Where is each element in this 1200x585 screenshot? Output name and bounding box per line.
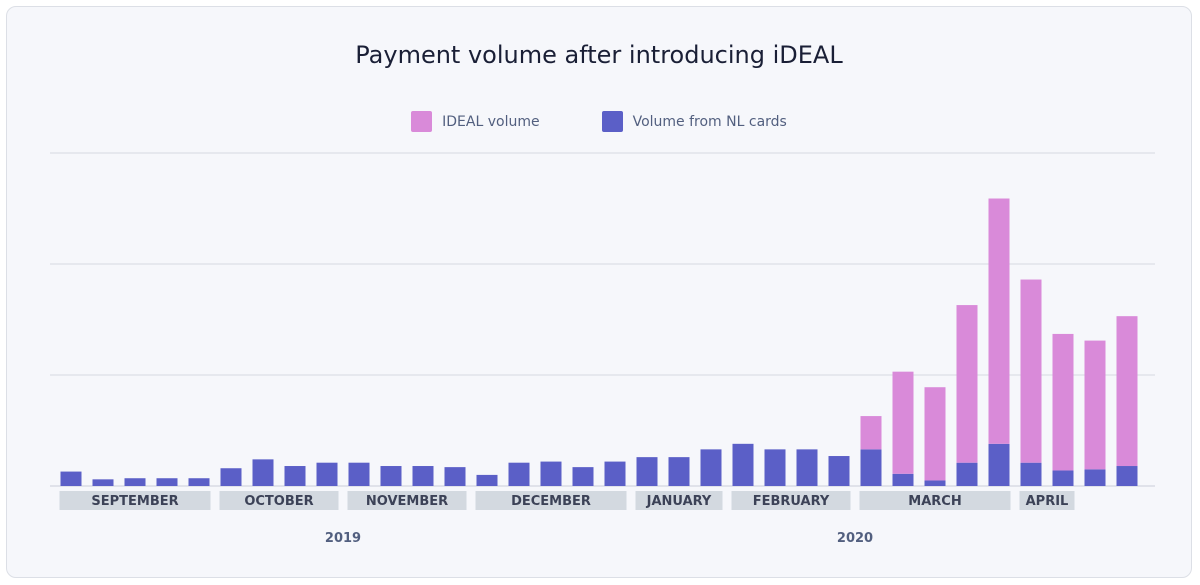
bar-nl-cards (540, 461, 562, 486)
legend-item-nl-cards: Volume from NL cards (601, 111, 787, 132)
month-label: MARCH (908, 494, 961, 509)
bar-nl-cards (1084, 469, 1106, 486)
month-band (347, 491, 467, 510)
bar-nl-cards (860, 449, 882, 486)
month-band (1019, 491, 1075, 510)
bar-ideal (892, 371, 914, 474)
bar-nl-cards (348, 462, 370, 486)
month-band (475, 491, 627, 510)
bar-ideal (988, 198, 1010, 444)
month-label: FEBRUARY (753, 494, 830, 509)
bar-nl-cards (156, 478, 178, 486)
bar-nl-cards (60, 471, 82, 486)
year-label: 2019 (325, 531, 361, 546)
month-label: JANUARY (646, 494, 712, 509)
bar-nl-cards (764, 449, 786, 486)
bar-nl-cards (604, 461, 626, 486)
bar-nl-cards (1116, 466, 1138, 486)
bar-nl-cards (476, 474, 498, 486)
month-band (731, 491, 851, 510)
bar-nl-cards (188, 478, 210, 486)
bar-nl-cards (828, 456, 850, 486)
bar-ideal (1020, 279, 1042, 463)
bar-nl-cards (924, 480, 946, 486)
bar-nl-cards (700, 449, 722, 486)
bar-nl-cards (380, 466, 402, 486)
bar-nl-cards (508, 462, 530, 486)
month-label: DECEMBER (511, 494, 591, 509)
bar-nl-cards (124, 478, 146, 486)
bar-ideal (1084, 340, 1106, 470)
chart-legend: IDEAL volume Volume from NL cards (7, 111, 1191, 132)
month-band (59, 491, 211, 510)
bar-nl-cards (252, 459, 274, 486)
legend-swatch-ideal (411, 111, 433, 132)
bar-ideal (860, 416, 882, 450)
bar-ideal (1116, 316, 1138, 467)
legend-label-ideal: IDEAL volume (442, 113, 540, 130)
legend-item-ideal: IDEAL volume (411, 111, 540, 132)
bar-nl-cards (572, 467, 594, 486)
month-label: OCTOBER (244, 494, 313, 509)
bar-nl-cards (444, 467, 466, 486)
bar-nl-cards (1020, 462, 1042, 486)
bar-nl-cards (92, 479, 114, 486)
month-band (859, 491, 1011, 510)
bar-nl-cards (668, 457, 690, 486)
bar-nl-cards (892, 473, 914, 486)
bar-nl-cards (796, 449, 818, 486)
bar-nl-cards (220, 468, 242, 486)
year-label: 2020 (837, 531, 873, 546)
bar-nl-cards (412, 466, 434, 486)
chart-title: Payment volume after introducing iDEAL (355, 41, 843, 69)
bar-ideal (924, 387, 946, 481)
month-label: APRIL (1026, 494, 1069, 509)
bar-nl-cards (284, 466, 306, 486)
month-band (635, 491, 723, 510)
bar-nl-cards (732, 443, 754, 486)
month-label: SEPTEMBER (91, 494, 178, 509)
legend-label-nl-cards: Volume from NL cards (632, 113, 787, 130)
legend-swatch-nl-cards (601, 111, 623, 132)
month-label: NOVEMBER (366, 494, 448, 509)
bar-nl-cards (1052, 470, 1074, 486)
bar-ideal (1052, 333, 1074, 471)
bar-nl-cards (636, 457, 658, 486)
bar-nl-cards (988, 443, 1010, 486)
bar-nl-cards (956, 462, 978, 486)
bar-nl-cards (316, 462, 338, 486)
month-band (219, 491, 339, 510)
bar-ideal (956, 305, 978, 463)
